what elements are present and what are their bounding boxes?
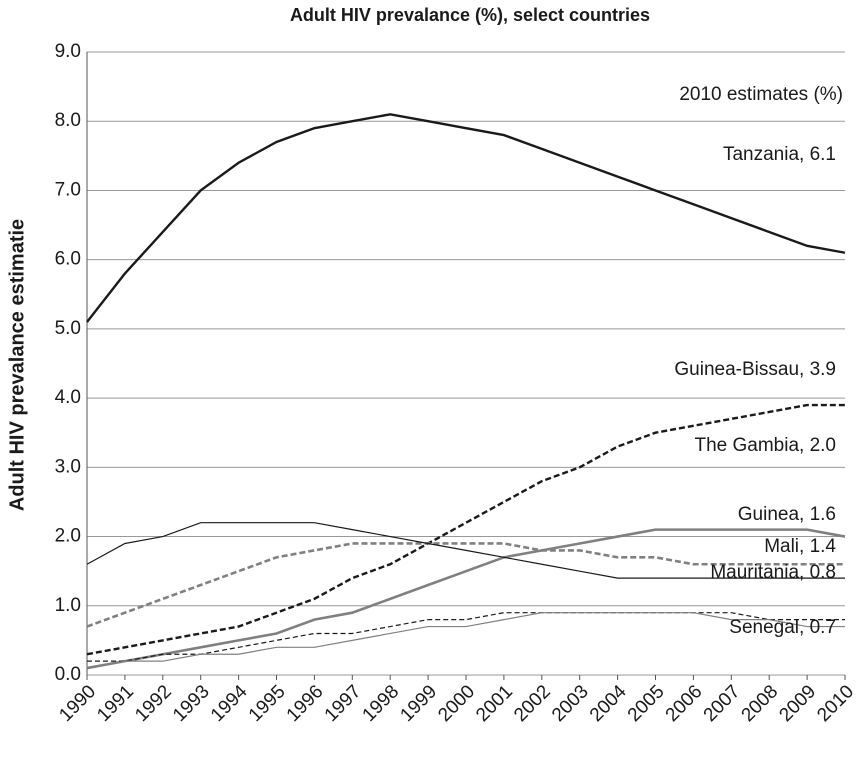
y-tick-label: 0.0 <box>55 664 81 685</box>
series-label: Mali, 1.4 <box>764 536 836 557</box>
series-label: Guinea, 1.6 <box>738 504 836 525</box>
x-tick-label: 2002 <box>510 681 555 726</box>
x-tick-label: 1992 <box>131 681 176 726</box>
series-line <box>86 522 845 579</box>
x-tick-label: 1996 <box>283 681 328 726</box>
y-tick-label: 6.0 <box>55 249 81 270</box>
x-tick-label: 2003 <box>548 681 593 726</box>
y-tick-label: 4.0 <box>55 387 81 408</box>
series-label: The Gambia, 2.0 <box>694 435 836 456</box>
x-tick-label: 1999 <box>396 681 441 726</box>
series-label: Guinea-Bissau, 3.9 <box>674 359 836 380</box>
series-line <box>86 542 845 628</box>
x-tick-label: 2006 <box>662 681 707 726</box>
x-tick-label: 1998 <box>359 681 404 726</box>
x-tick-label: 1997 <box>321 681 366 726</box>
x-tick-label: 1991 <box>93 681 138 726</box>
series-label: Mauritania, 0.8 <box>710 562 836 583</box>
x-tick-label: 2005 <box>624 681 669 726</box>
chart-title: Adult HIV prevalance (%), select countri… <box>290 5 650 25</box>
series-line <box>87 612 845 662</box>
series-line <box>86 612 845 669</box>
y-tick-label: 7.0 <box>55 179 81 200</box>
y-tick-label: 5.0 <box>55 318 81 339</box>
series-line <box>86 113 846 323</box>
x-tick-label: 2000 <box>434 681 479 726</box>
y-tick-label: 8.0 <box>55 110 81 131</box>
x-tick-label: 1990 <box>55 681 100 726</box>
y-tick-label: 9.0 <box>55 41 81 62</box>
y-axis-label: Adult HIV prevalance estimatie <box>6 219 28 511</box>
series-line <box>86 528 846 670</box>
x-tick-label: 2010 <box>813 681 858 726</box>
y-tick-label: 1.0 <box>55 595 81 616</box>
series-label: Senegal, 0.7 <box>729 617 836 638</box>
y-tick-label: 3.0 <box>55 456 81 477</box>
x-tick-label: 2009 <box>775 681 820 726</box>
x-tick-label: 1994 <box>207 681 252 726</box>
x-tick-label: 2004 <box>586 681 631 726</box>
y-tick-label: 2.0 <box>55 526 81 547</box>
x-tick-label: 2007 <box>700 681 745 726</box>
series-label: Tanzania, 6.1 <box>723 144 836 165</box>
x-tick-label: 2008 <box>738 681 783 726</box>
series-line <box>86 403 845 656</box>
x-tick-label: 1995 <box>245 681 290 726</box>
annotation: 2010 estimates (%) <box>679 84 843 105</box>
x-tick-label: 2001 <box>472 681 517 726</box>
x-tick-label: 1993 <box>169 681 214 726</box>
